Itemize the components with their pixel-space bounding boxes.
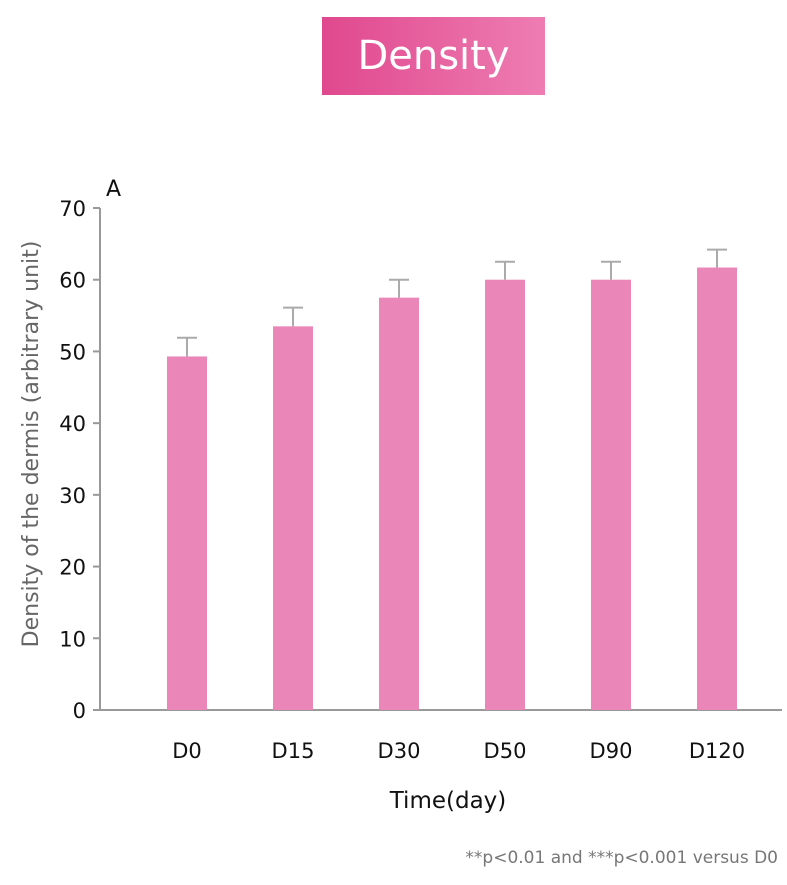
y-tick-label: 60 — [59, 269, 86, 293]
panel-label: A — [106, 177, 121, 202]
x-axis-label: Time(day) — [389, 788, 507, 814]
bars — [167, 248, 737, 710]
x-tick-label: D120 — [689, 739, 745, 763]
y-tick-label: 0 — [73, 699, 86, 723]
bar — [485, 279, 525, 710]
y-tick-label: 70 — [59, 197, 86, 221]
bar — [591, 279, 631, 710]
x-tick-label: D0 — [172, 739, 202, 763]
bar — [697, 267, 737, 710]
ticks: 0 10 20 30 40 50 60 70 D0 D15 D30 D50 D90 D120 — [59, 197, 745, 763]
x-tick-label: D30 — [378, 739, 421, 763]
y-tick-label: 50 — [59, 340, 86, 364]
title-badge: Density — [322, 17, 545, 95]
y-tick-label: 40 — [59, 412, 86, 436]
x-tick-label: D15 — [272, 739, 315, 763]
x-tick-label: D50 — [484, 739, 527, 763]
y-axis-label: Density of the dermis (arbitrary unit) — [19, 241, 44, 648]
y-tick-label: 10 — [59, 627, 86, 651]
footnote: **p<0.01 and ***p<0.001 versus D0 — [465, 848, 778, 868]
x-tick-label: D90 — [590, 739, 633, 763]
chart-title: Density — [357, 33, 510, 79]
axes — [99, 208, 782, 711]
y-tick-label: 30 — [59, 484, 86, 508]
bar — [273, 326, 313, 710]
bar — [167, 356, 207, 710]
bar — [379, 297, 419, 710]
y-tick-label: 20 — [59, 556, 86, 580]
